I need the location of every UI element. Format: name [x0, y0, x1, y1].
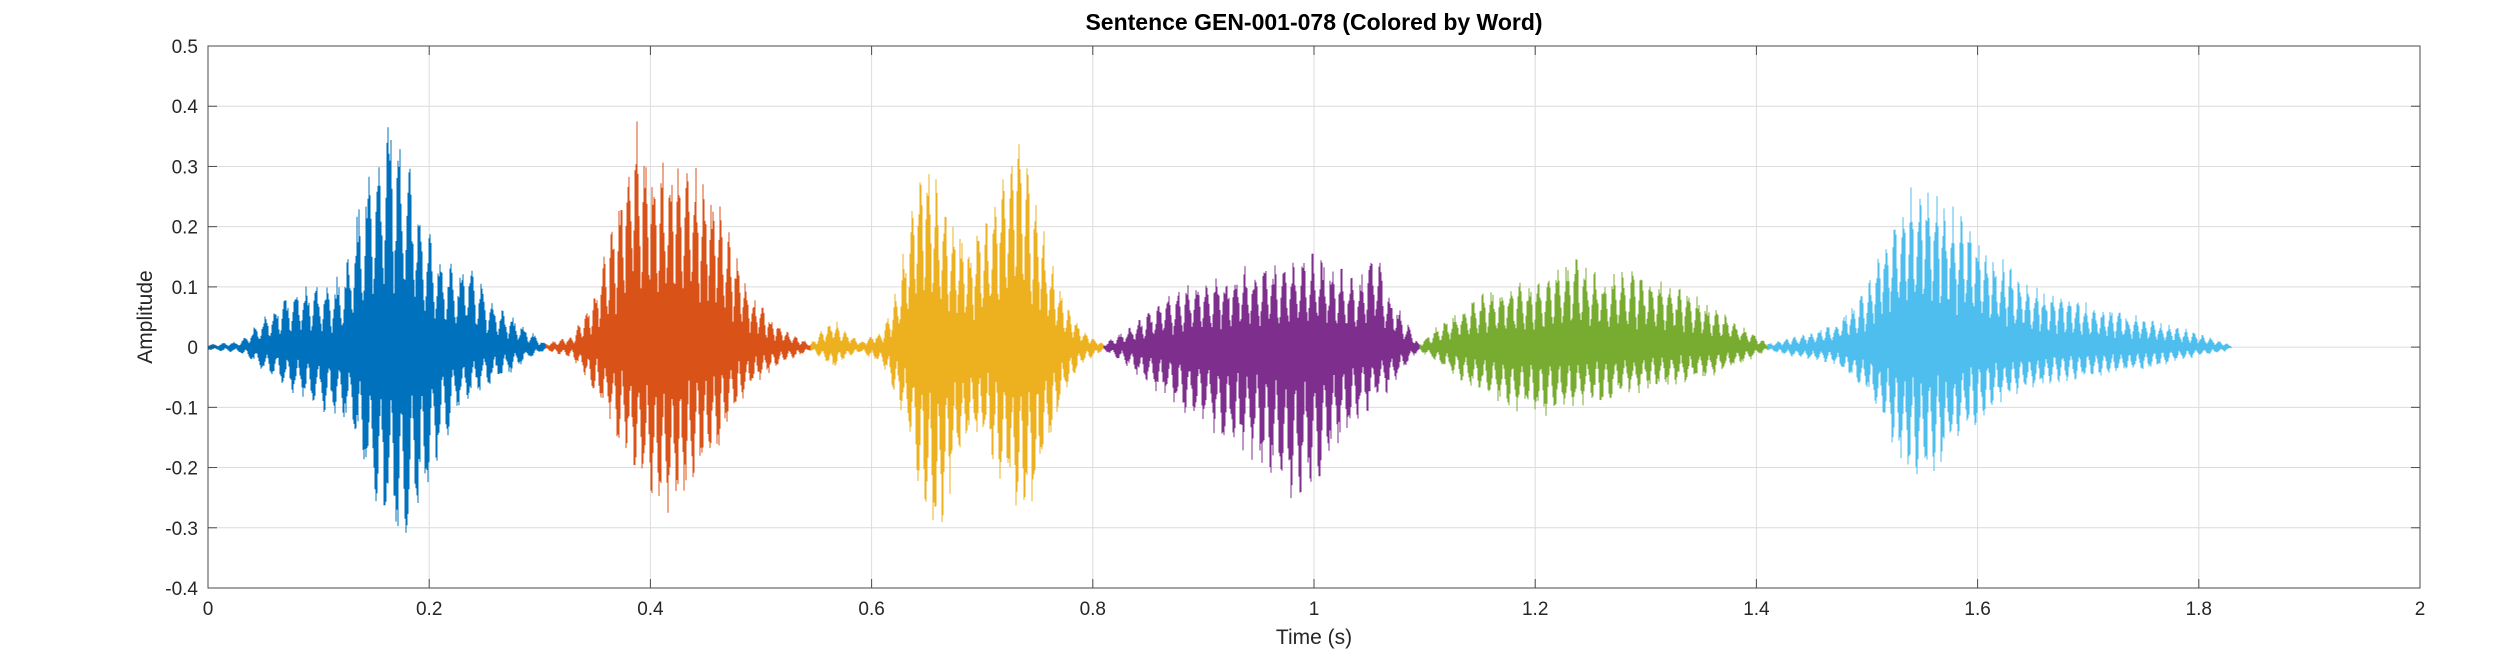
y-axis-label: Amplitude: [134, 270, 157, 363]
y-tick-label: 0.2: [172, 218, 198, 239]
y-tick-label: -0.4: [165, 579, 198, 600]
x-tick-label: 0.2: [416, 599, 442, 620]
waveform-segment-word-6: [1767, 187, 2232, 475]
waveform-segment-word-3: [810, 144, 1104, 522]
waveform-segment-word-4: [1103, 253, 1420, 499]
y-tick-label: -0.1: [165, 398, 198, 419]
waveform-segment-word-1: [207, 127, 546, 533]
waveform-traces: [207, 121, 2232, 533]
x-tick-label: 1.4: [1743, 599, 1770, 620]
x-tick-label: 0.6: [858, 599, 884, 620]
tick-labels: 0 0.2 0.4 0.6 0.8 1 1.2 1.4 1.6 1.8 2 -0.4 -0.3 -0.2 -…: [165, 37, 2425, 620]
x-tick-label: 1: [1309, 599, 1320, 620]
x-axis-label: Time (s): [1276, 626, 1352, 649]
x-tick-label: 1.6: [1964, 599, 1990, 620]
waveform-segment-word-5: [1419, 259, 1768, 416]
y-tick-label: 0.1: [172, 278, 198, 299]
x-tick-label: 0: [203, 599, 214, 620]
y-tick-label: 0.3: [172, 157, 198, 178]
y-tick-label: -0.3: [165, 519, 198, 540]
axes-box-and-ticks: [207, 45, 2421, 589]
y-tick-label: 0.5: [172, 37, 198, 58]
x-tick-label: 0.8: [1080, 599, 1106, 620]
y-tick-label: 0.4: [172, 97, 199, 118]
waveform-segment-word-2: [545, 121, 811, 513]
y-tick-label: -0.2: [165, 459, 198, 480]
x-tick-label: 2: [2415, 599, 2426, 620]
x-tick-label: 0.4: [637, 599, 664, 620]
x-tick-label: 1.8: [2186, 599, 2212, 620]
y-tick-label: 0: [187, 338, 198, 359]
chart-title: Sentence GEN-001-078 (Colored by Word): [1085, 9, 1542, 35]
x-tick-label: 1.2: [1522, 599, 1548, 620]
